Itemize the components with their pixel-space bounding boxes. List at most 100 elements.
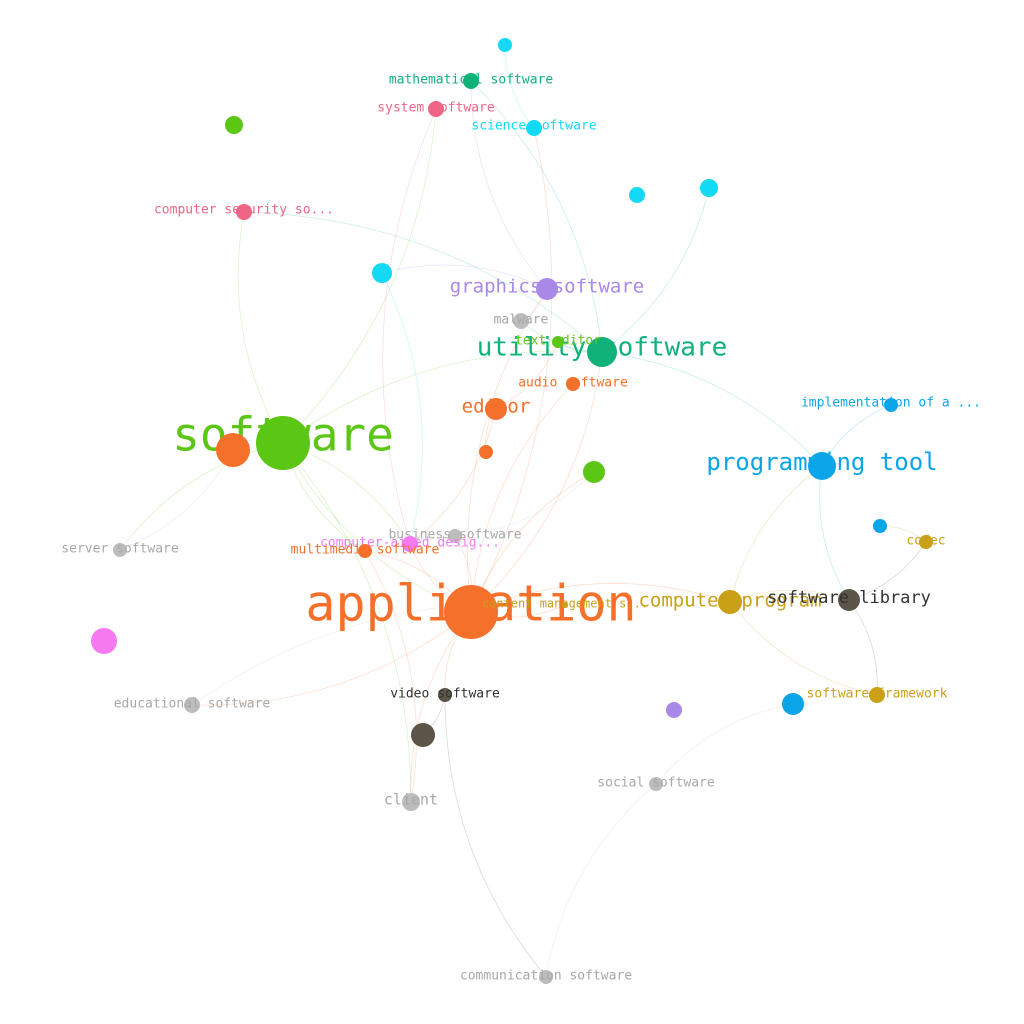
node-u-lime-topleft[interactable] xyxy=(225,116,243,134)
node-u-brown[interactable] xyxy=(411,723,435,747)
node-circle[interactable] xyxy=(216,433,250,467)
node-circle[interactable] xyxy=(539,970,553,984)
node-u-orange-small[interactable] xyxy=(479,445,493,459)
node-circle[interactable] xyxy=(402,793,420,811)
node-circle[interactable] xyxy=(372,263,392,283)
node-codec[interactable]: codec xyxy=(906,534,946,550)
node-circle[interactable] xyxy=(583,461,605,483)
node-circle[interactable] xyxy=(919,535,933,549)
node-label: computer program xyxy=(638,590,821,612)
node-malware[interactable]: malware xyxy=(494,313,549,330)
node-circle[interactable] xyxy=(485,398,507,420)
node-label: video software xyxy=(390,687,500,702)
node-software-framework[interactable]: software framework xyxy=(807,687,948,704)
node-circle[interactable] xyxy=(463,73,479,89)
node-circle[interactable] xyxy=(808,452,836,480)
node-circle[interactable] xyxy=(562,602,568,608)
edge-software-utility_software xyxy=(282,350,603,444)
node-system-software[interactable]: system software xyxy=(377,101,495,118)
node-mathematical-software[interactable]: mathematical software xyxy=(389,73,554,90)
node-u-magenta[interactable] xyxy=(91,628,117,654)
node-video-software[interactable]: video software xyxy=(390,687,500,703)
node-circle[interactable] xyxy=(718,590,742,614)
node-circle[interactable] xyxy=(869,687,885,703)
node-label: content management s... xyxy=(482,597,648,611)
node-computer-program[interactable]: computer program xyxy=(638,590,822,615)
edge-graphics_software-u_cyan_c xyxy=(381,264,548,290)
node-educational-software[interactable]: educational software xyxy=(114,697,271,714)
node-social-software[interactable]: social software xyxy=(597,776,715,792)
edge-software-application xyxy=(282,442,472,613)
node-software[interactable]: software xyxy=(172,408,394,471)
node-server-software[interactable]: server software xyxy=(61,542,179,558)
node-circle[interactable] xyxy=(838,589,860,611)
node-circle[interactable] xyxy=(113,543,127,557)
node-label: business software xyxy=(388,528,521,543)
node-utility-software[interactable]: utility software xyxy=(477,333,727,368)
node-u-purple[interactable] xyxy=(666,702,682,718)
edge-graphics_software-mathematical_software xyxy=(470,80,548,290)
node-u-blue-bottom[interactable] xyxy=(782,693,804,715)
node-label: software framework xyxy=(807,687,948,702)
node-label: software library xyxy=(767,588,931,608)
node-circle[interactable] xyxy=(782,693,804,715)
node-circle[interactable] xyxy=(498,38,512,52)
node-circle[interactable] xyxy=(536,278,558,300)
node-editor[interactable]: editor xyxy=(462,396,531,421)
node-u-cyan-c[interactable] xyxy=(372,263,392,283)
node-software-library[interactable]: software library xyxy=(767,588,931,611)
edge-social_software-communication_software xyxy=(545,783,657,978)
node-circle[interactable] xyxy=(411,723,435,747)
node-label: mathematical software xyxy=(389,73,554,88)
node-circle[interactable] xyxy=(184,697,200,713)
node-circle[interactable] xyxy=(428,101,444,117)
node-circle[interactable] xyxy=(700,179,718,197)
node-content-management[interactable]: content management s... xyxy=(482,597,648,611)
node-circle[interactable] xyxy=(629,187,645,203)
node-u-orange-software[interactable] xyxy=(216,433,250,467)
node-circle[interactable] xyxy=(513,313,529,329)
node-circle[interactable] xyxy=(649,777,663,791)
edge-application-audio_software xyxy=(470,383,574,613)
node-u-cyan-top[interactable] xyxy=(498,38,512,52)
node-circle[interactable] xyxy=(587,337,617,367)
node-circle[interactable] xyxy=(444,585,498,639)
node-communication-software[interactable]: communication software xyxy=(460,969,632,985)
edge-software-client xyxy=(282,442,412,803)
node-circle[interactable] xyxy=(225,116,243,134)
node-graphics-software[interactable]: graphics software xyxy=(450,276,644,301)
node-u-cyan-a[interactable] xyxy=(629,187,645,203)
node-client[interactable]: client xyxy=(384,791,438,812)
node-circle[interactable] xyxy=(91,628,117,654)
node-u-cyan-b[interactable] xyxy=(700,179,718,197)
node-audio-software[interactable]: audio software xyxy=(518,376,628,392)
node-circle[interactable] xyxy=(256,416,310,470)
node-circle[interactable] xyxy=(448,529,462,543)
node-circle[interactable] xyxy=(666,702,682,718)
node-science-software[interactable]: science software xyxy=(471,119,597,137)
node-computer-security[interactable]: computer security so... xyxy=(154,203,334,221)
node-circle[interactable] xyxy=(552,336,564,348)
node-business-software[interactable]: business software xyxy=(388,528,522,544)
edge-u_cyan_c-cad xyxy=(381,272,423,545)
node-circle[interactable] xyxy=(479,445,493,459)
node-implementation[interactable]: implementation of a ... xyxy=(801,396,981,413)
node-circle[interactable] xyxy=(402,536,418,552)
node-u-lime-mid[interactable] xyxy=(583,461,605,483)
node-circle[interactable] xyxy=(873,519,887,533)
edge-educational_software-content_management xyxy=(191,602,566,706)
node-label: editor xyxy=(462,396,531,418)
node-circle[interactable] xyxy=(236,204,252,220)
node-circle[interactable] xyxy=(358,544,372,558)
node-application[interactable]: application xyxy=(305,575,637,640)
node-multimedia-software[interactable]: multimedia software xyxy=(291,543,440,559)
node-circle[interactable] xyxy=(438,688,452,702)
node-programming-tool[interactable]: programming tool xyxy=(706,448,938,480)
node-label: computer security so... xyxy=(154,203,334,218)
node-text-editor[interactable]: text editor xyxy=(515,334,601,349)
node-label: application xyxy=(305,575,636,633)
node-circle[interactable] xyxy=(884,398,898,412)
node-u-blue-small[interactable] xyxy=(873,519,887,533)
node-circle[interactable] xyxy=(566,377,580,391)
node-circle[interactable] xyxy=(526,120,542,136)
